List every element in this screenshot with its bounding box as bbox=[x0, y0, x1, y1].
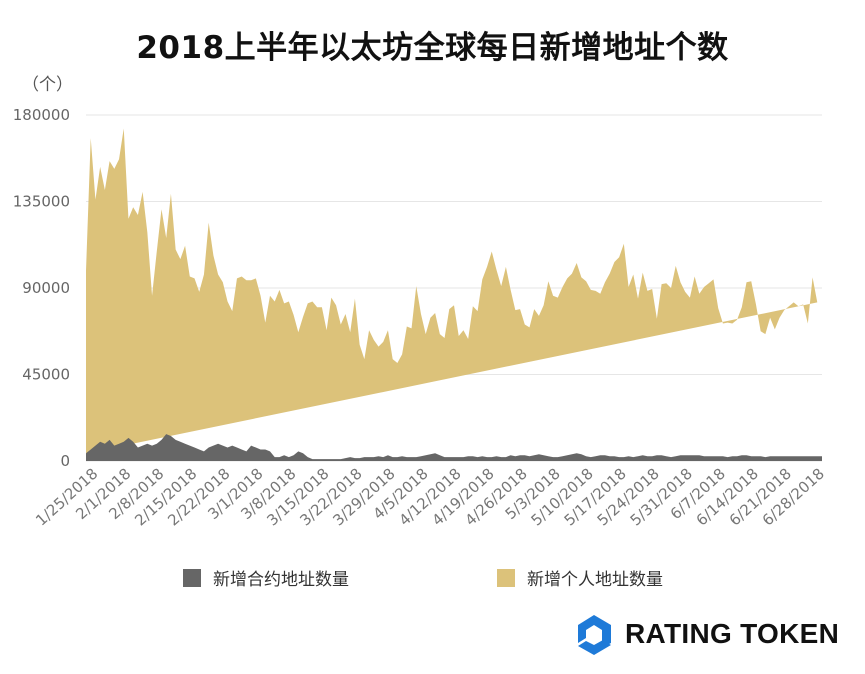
area-series-1 bbox=[86, 128, 818, 454]
area-series-0 bbox=[86, 434, 822, 461]
y-tick-label: 135000 bbox=[13, 193, 70, 211]
x-axis-ticks: 1/25/20182/1/20182/8/20182/15/20182/22/2… bbox=[32, 465, 828, 530]
legend-label-contract: 新增合约地址数量 bbox=[213, 570, 349, 590]
legend-label-personal: 新增个人地址数量 bbox=[527, 570, 663, 590]
y-tick-label: 45000 bbox=[22, 366, 70, 384]
legend-item-personal: 新增个人地址数量 bbox=[497, 565, 663, 590]
y-tick-label: 0 bbox=[60, 452, 70, 470]
area-series bbox=[86, 128, 822, 461]
y-axis-unit-label: （个） bbox=[22, 75, 73, 95]
legend-item-contract: 新增合约地址数量 bbox=[183, 565, 349, 590]
area-chart: 180000 135000 90000 45000 0 1/25/20182/1/201… bbox=[13, 106, 828, 530]
brand-logo: RATING TOKEN bbox=[573, 612, 839, 656]
rating-token-logo-icon bbox=[578, 615, 611, 655]
legend-swatch-personal bbox=[497, 568, 515, 587]
legend: 新增合约地址数量 新增个人地址数量 bbox=[0, 565, 865, 591]
y-tick-label: 180000 bbox=[13, 106, 70, 124]
page-title: 2018上半年以太坊全球每日新增地址个数 bbox=[136, 30, 729, 66]
y-axis-ticks: 180000 135000 90000 45000 0 bbox=[13, 106, 70, 470]
legend-swatch-contract bbox=[183, 568, 201, 587]
y-tick-label: 90000 bbox=[22, 279, 70, 297]
brand-name: RATING TOKEN bbox=[625, 618, 840, 649]
